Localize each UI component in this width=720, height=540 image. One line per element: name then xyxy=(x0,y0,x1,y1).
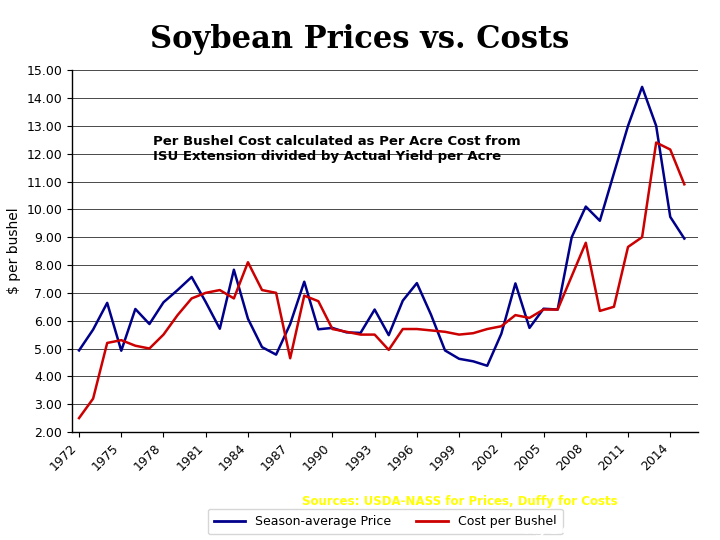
Season-average Price xyxy=(666,214,675,220)
Text: Sources: USDA-NASS for Prices, Duffy for Costs: Sources: USDA-NASS for Prices, Duffy for… xyxy=(302,495,618,508)
Cost per Bushel xyxy=(610,303,618,310)
Season-average Price xyxy=(300,279,309,285)
Cost per Bushel xyxy=(145,345,154,352)
Cost per Bushel xyxy=(652,139,660,146)
Season-average Price xyxy=(202,299,210,305)
Season-average Price xyxy=(286,321,294,327)
Cost per Bushel xyxy=(680,181,688,187)
Cost per Bushel xyxy=(582,240,590,246)
Cost per Bushel xyxy=(230,295,238,302)
Cost per Bushel xyxy=(202,289,210,296)
Text: Ag Decision Maker: Ag Decision Maker xyxy=(526,523,670,537)
Season-average Price xyxy=(89,326,97,333)
Cost per Bushel xyxy=(525,315,534,321)
Season-average Price xyxy=(398,298,407,304)
Text: Extension and Outreach/Department of Economics: Extension and Outreach/Department of Eco… xyxy=(14,523,279,532)
Cost per Bushel xyxy=(539,306,548,313)
Season-average Price xyxy=(652,123,660,129)
Season-average Price xyxy=(595,218,604,224)
Season-average Price xyxy=(610,170,618,177)
Season-average Price xyxy=(356,330,365,336)
Text: Per Bushel Cost calculated as Per Acre Cost from
ISU Extension divided by Actual: Per Bushel Cost calculated as Per Acre C… xyxy=(153,136,521,163)
Season-average Price xyxy=(384,332,393,339)
Cost per Bushel xyxy=(370,332,379,338)
Season-average Price xyxy=(511,280,520,287)
Y-axis label: $ per bushel: $ per bushel xyxy=(7,208,21,294)
Season-average Price xyxy=(271,352,280,358)
Line: Season-average Price: Season-average Price xyxy=(79,87,684,366)
Season-average Price xyxy=(230,267,238,273)
Legend: Season-average Price, Cost per Bushel: Season-average Price, Cost per Bushel xyxy=(208,509,562,534)
Cost per Bushel xyxy=(553,306,562,313)
Cost per Bushel xyxy=(159,332,168,338)
Season-average Price xyxy=(328,325,337,331)
Season-average Price xyxy=(159,299,168,306)
Cost per Bushel xyxy=(286,355,294,361)
Cost per Bushel xyxy=(384,347,393,353)
Cost per Bushel xyxy=(89,395,97,402)
Season-average Price xyxy=(483,362,492,369)
Cost per Bushel xyxy=(174,312,182,319)
Season-average Price xyxy=(469,358,477,365)
Season-average Price xyxy=(624,123,632,129)
Cost per Bushel xyxy=(300,292,309,299)
Cost per Bushel xyxy=(131,342,140,349)
Cost per Bushel xyxy=(624,244,632,250)
Season-average Price xyxy=(638,84,647,90)
Cost per Bushel xyxy=(398,326,407,332)
Season-average Price xyxy=(370,306,379,313)
Text: IOWA STATE UNIVERSITY: IOWA STATE UNIVERSITY xyxy=(14,495,220,509)
Season-average Price xyxy=(413,280,421,286)
Cost per Bushel xyxy=(497,323,505,329)
Cost per Bushel xyxy=(427,327,436,334)
Cost per Bushel xyxy=(441,328,449,335)
Season-average Price xyxy=(131,306,140,312)
Cost per Bushel xyxy=(469,330,477,336)
Season-average Price xyxy=(243,315,252,322)
Season-average Price xyxy=(314,326,323,333)
Cost per Bushel xyxy=(75,415,84,421)
Cost per Bushel xyxy=(328,326,337,332)
Cost per Bushel xyxy=(117,337,125,343)
Season-average Price xyxy=(174,287,182,293)
Cost per Bushel xyxy=(638,234,647,240)
Cost per Bushel xyxy=(314,298,323,305)
Season-average Price xyxy=(441,347,449,354)
Cost per Bushel xyxy=(483,326,492,332)
Season-average Price xyxy=(582,204,590,210)
Season-average Price xyxy=(75,347,84,354)
Season-average Price xyxy=(427,312,436,318)
Cost per Bushel xyxy=(455,332,464,338)
Cost per Bushel xyxy=(215,287,224,293)
Season-average Price xyxy=(539,306,548,312)
Cost per Bushel xyxy=(567,273,576,279)
Season-average Price xyxy=(553,306,562,313)
Cost per Bushel xyxy=(103,340,112,346)
Cost per Bushel xyxy=(342,328,351,335)
Cost per Bushel xyxy=(356,332,365,338)
Cost per Bushel xyxy=(258,287,266,293)
Season-average Price xyxy=(145,321,154,327)
Cost per Bushel xyxy=(595,308,604,314)
Season-average Price xyxy=(342,329,351,335)
Cost per Bushel xyxy=(271,289,280,296)
Line: Cost per Bushel: Cost per Bushel xyxy=(79,143,684,418)
Text: Soybean Prices vs. Costs: Soybean Prices vs. Costs xyxy=(150,24,570,55)
Cost per Bushel xyxy=(243,259,252,266)
Season-average Price xyxy=(455,355,464,362)
Season-average Price xyxy=(525,325,534,331)
Season-average Price xyxy=(117,348,125,354)
Season-average Price xyxy=(215,326,224,332)
Season-average Price xyxy=(680,235,688,242)
Cost per Bushel xyxy=(511,312,520,319)
Cost per Bushel xyxy=(666,146,675,153)
Season-average Price xyxy=(258,344,266,350)
Cost per Bushel xyxy=(413,326,421,332)
Season-average Price xyxy=(103,300,112,306)
Season-average Price xyxy=(187,274,196,280)
Season-average Price xyxy=(567,234,576,240)
Season-average Price xyxy=(497,330,505,337)
Cost per Bushel xyxy=(187,295,196,302)
